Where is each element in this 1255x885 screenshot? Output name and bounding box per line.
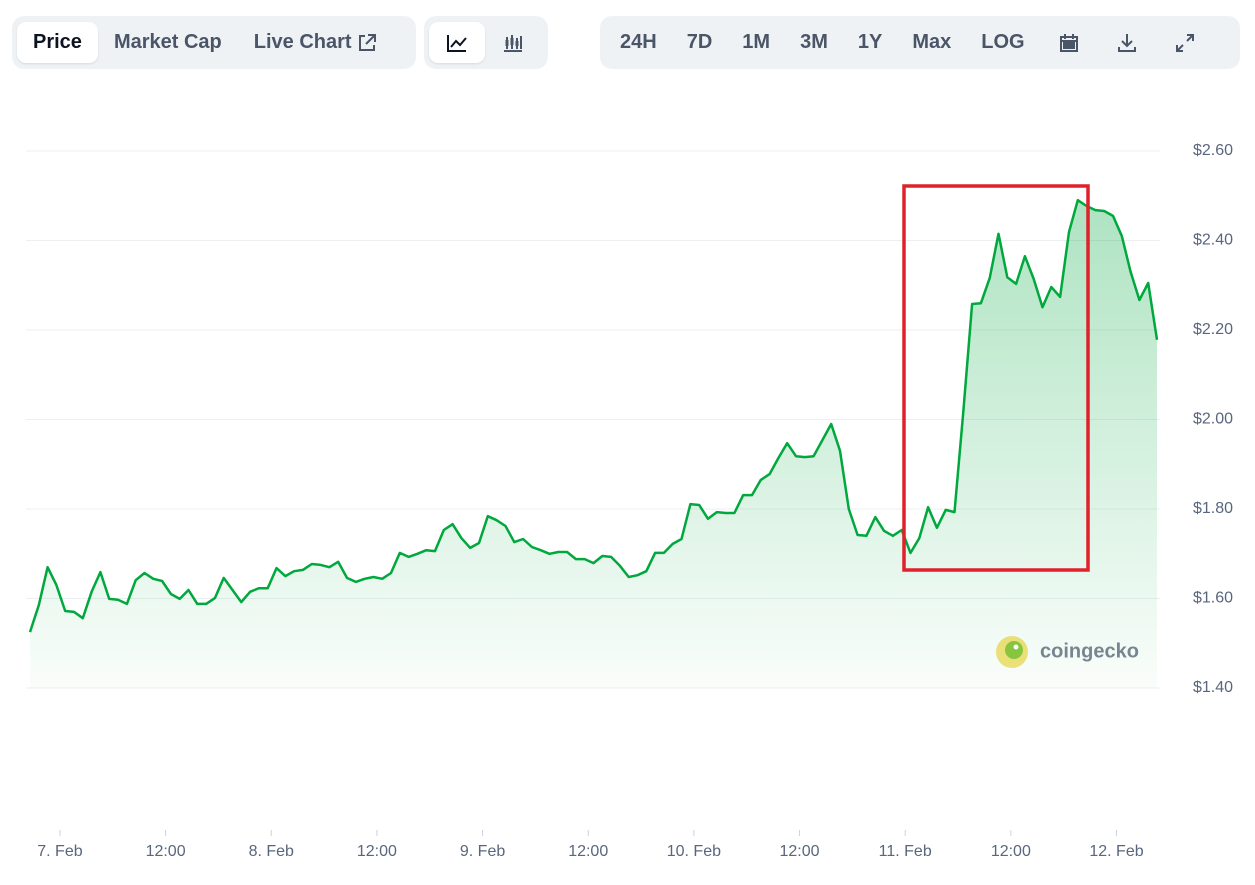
range-button[interactable]: Max: [912, 31, 952, 53]
range-group: 24H 7D 1M 3M 1Y Max LOG: [600, 16, 1240, 69]
price-line: [28, 198, 1159, 633]
x-tick-label: 7. Feb: [37, 843, 82, 860]
chart-type-group: [424, 16, 548, 69]
x-tick-label: 10. Feb: [667, 843, 721, 860]
range-button[interactable]: 3M: [800, 31, 828, 53]
x-tick-label: 12:00: [357, 843, 397, 860]
area-fill: [30, 200, 1157, 688]
y-tick-label: $1.60: [1193, 590, 1233, 607]
x-tick-label: 8. Feb: [249, 843, 294, 860]
y-tick-label: $2.60: [1193, 142, 1233, 159]
x-tick-label: 12. Feb: [1089, 843, 1143, 860]
y-tick-label: $1.40: [1193, 679, 1233, 696]
range-button[interactable]: 1M: [742, 31, 771, 53]
calendar-button[interactable]: [1040, 22, 1098, 63]
tab-price[interactable]: Price: [17, 22, 98, 63]
x-tick-label: 12:00: [780, 843, 820, 860]
tab-group: Price Market Cap Live Chart: [12, 16, 416, 69]
fullscreen-button[interactable]: [1156, 22, 1214, 63]
range-button[interactable]: 7D: [686, 31, 713, 53]
range-button[interactable]: 1Y: [857, 31, 883, 53]
download-button[interactable]: [1098, 22, 1156, 63]
highlight-box: [902, 184, 1090, 572]
x-tick-label: 12:00: [568, 843, 608, 860]
range-button[interactable]: 24H: [620, 31, 657, 53]
y-tick-label: $2.00: [1193, 411, 1233, 428]
external-icon: [358, 33, 376, 51]
x-tick-label: 12:00: [146, 843, 186, 860]
candle-chart-button[interactable]: [485, 22, 541, 63]
y-tick-label: $2.40: [1193, 232, 1233, 249]
y-tick-label: $1.80: [1193, 500, 1233, 517]
tab-market-cap[interactable]: Market Cap: [113, 31, 222, 53]
range-button[interactable]: LOG: [981, 31, 1025, 53]
x-tick-label: 12:00: [991, 843, 1031, 860]
x-tick-label: 9. Feb: [460, 843, 505, 860]
x-tick-label: 11. Feb: [879, 843, 932, 860]
tab-live-chart[interactable]: Live Chart: [253, 31, 352, 53]
line-chart-button[interactable]: [429, 22, 485, 63]
y-tick-label: $2.20: [1193, 321, 1233, 338]
